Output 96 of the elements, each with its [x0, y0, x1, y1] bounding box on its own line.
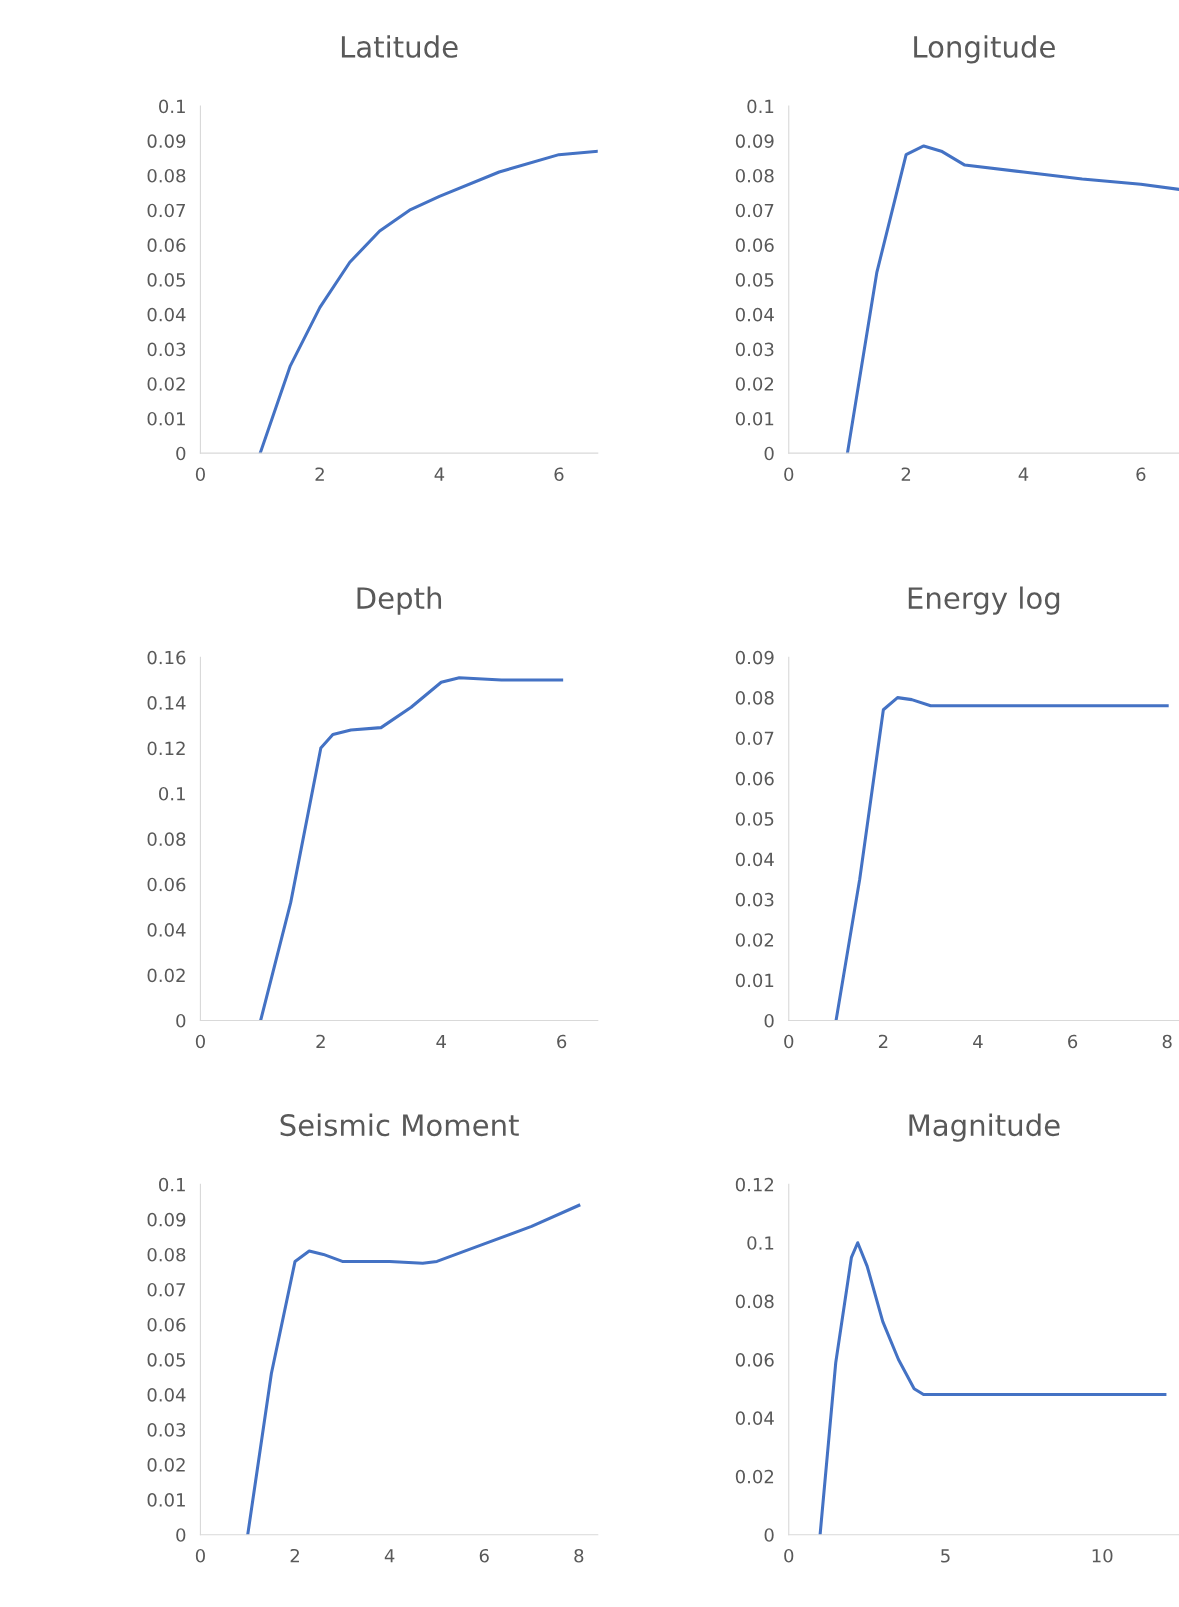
- x-tick-label: 0: [784, 1034, 794, 1049]
- x-tick-label: 2: [316, 1034, 325, 1049]
- x-tick-label: 10: [1092, 1548, 1113, 1563]
- chart-title: Energy log: [908, 586, 1060, 615]
- y-tick-label: 0.02: [147, 968, 185, 983]
- y-tick-label: 0.06: [147, 1317, 186, 1332]
- y-tick-label: 0.01: [147, 411, 185, 426]
- x-tick-label: 2: [878, 1034, 888, 1049]
- y-tick-label: 0.16: [147, 650, 186, 665]
- y-tick-label: 0.06: [735, 771, 774, 786]
- y-tick-label: 0.1: [747, 99, 774, 114]
- y-tick-label: 0.09: [147, 1212, 186, 1227]
- y-tick-label: 0.08: [147, 168, 186, 183]
- y-tick-label: 0.1: [159, 1177, 185, 1192]
- x-tick-label: 0: [195, 1548, 205, 1563]
- y-tick-label: 0.08: [147, 1247, 186, 1262]
- x-tick-label: 0: [195, 467, 205, 482]
- y-tick-label: 0.09: [147, 134, 186, 148]
- y-tick-label: 0.04: [735, 307, 774, 322]
- y-tick-label: 0.04: [735, 1411, 774, 1426]
- x-tick-label: 8: [574, 1548, 584, 1563]
- y-tick-label: 0.02: [735, 1469, 774, 1484]
- y-tick-label: 0: [176, 1013, 186, 1028]
- y-tick-label: 0.07: [147, 1282, 185, 1297]
- y-tick-label: 0.03: [735, 342, 774, 357]
- x-tick-label: 6: [479, 1548, 489, 1563]
- y-tick-label: 0.04: [735, 852, 774, 867]
- x-tick-label: 6: [1068, 1034, 1078, 1049]
- chart-title: Latitude: [341, 35, 458, 58]
- x-tick-label: 2: [901, 467, 911, 481]
- x-tick-label: 8: [1162, 1034, 1172, 1049]
- x-tick-label: 4: [434, 467, 445, 481]
- line-series: [246, 1203, 581, 1535]
- x-tick-label: 0: [195, 1034, 205, 1049]
- y-tick-label: 0.09: [735, 134, 774, 148]
- y-tick-label: 0.03: [147, 342, 186, 357]
- y-tick-label: 0.14: [147, 696, 186, 710]
- y-tick-label: 0.05: [147, 1352, 185, 1367]
- x-tick-label: 5: [941, 1549, 950, 1563]
- y-tick-label: 0.06: [735, 238, 774, 253]
- x-tick-label: 6: [1136, 467, 1146, 482]
- y-tick-label: 0: [176, 1528, 186, 1542]
- y-tick-label: 0.1: [159, 99, 185, 114]
- y-tick-label: 0.09: [735, 650, 774, 665]
- y-tick-label: 0.07: [735, 731, 774, 746]
- y-tick-label: 0.07: [147, 203, 185, 218]
- y-tick-label: 0.02: [147, 1458, 185, 1472]
- line-series: [834, 696, 1169, 1021]
- x-tick-label: 6: [554, 467, 564, 482]
- y-tick-label: 0.08: [147, 832, 186, 846]
- y-tick-label: 0.07: [735, 203, 774, 218]
- y-tick-label: 0.02: [735, 377, 774, 391]
- x-tick-label: 6: [557, 1034, 567, 1049]
- y-tick-label: 0: [764, 446, 774, 461]
- y-tick-label: 0.03: [735, 892, 774, 907]
- y-tick-label: 0.03: [147, 1423, 186, 1437]
- line-series: [818, 1241, 1167, 1535]
- y-tick-label: 0.06: [735, 1352, 774, 1367]
- chart-title: Depth: [357, 586, 442, 615]
- y-tick-label: 0.01: [735, 973, 774, 988]
- y-tick-label: 0.12: [147, 741, 185, 756]
- chart-title: Longitude: [914, 35, 1055, 64]
- x-tick-label: 4: [436, 1034, 446, 1049]
- y-tick-label: 0.04: [147, 1388, 186, 1402]
- x-tick-label: 2: [290, 1548, 299, 1563]
- y-tick-label: 0: [176, 446, 186, 461]
- y-tick-label: 0.04: [147, 307, 186, 322]
- x-tick-label: 0: [784, 1548, 794, 1563]
- y-tick-label: 0.08: [735, 168, 774, 183]
- line-series: [845, 144, 1179, 454]
- y-tick-label: 0.06: [147, 877, 186, 892]
- y-tick-label: 0.05: [735, 812, 774, 826]
- x-tick-label: 0: [784, 467, 794, 482]
- y-tick-label: 0.05: [735, 273, 774, 287]
- chart-title: Magnitude: [909, 1113, 1060, 1142]
- y-tick-label: 0.05: [147, 273, 185, 287]
- y-tick-label: 0.1: [159, 786, 185, 801]
- line-series: [258, 149, 598, 454]
- y-tick-label: 0.04: [147, 923, 186, 937]
- y-tick-label: 0.08: [735, 691, 774, 705]
- y-tick-label: 0.12: [735, 1177, 774, 1192]
- chart-title: Seismic Moment: [280, 1113, 519, 1137]
- line-series: [259, 676, 564, 1021]
- x-tick-label: 4: [1018, 467, 1029, 481]
- y-tick-label: 0: [764, 1013, 774, 1028]
- x-tick-label: 2: [315, 467, 324, 481]
- y-tick-label: 0.1: [747, 1236, 774, 1250]
- y-tick-label: 0.06: [147, 238, 186, 253]
- y-tick-label: 0.02: [147, 377, 185, 391]
- y-tick-label: 0.01: [147, 1493, 185, 1507]
- y-tick-label: 0: [764, 1528, 774, 1542]
- x-tick-label: 4: [973, 1034, 983, 1049]
- y-tick-label: 0.01: [735, 411, 774, 426]
- y-tick-label: 0.02: [735, 933, 774, 947]
- y-tick-label: 0.08: [735, 1294, 774, 1309]
- x-tick-label: 4: [384, 1549, 395, 1563]
